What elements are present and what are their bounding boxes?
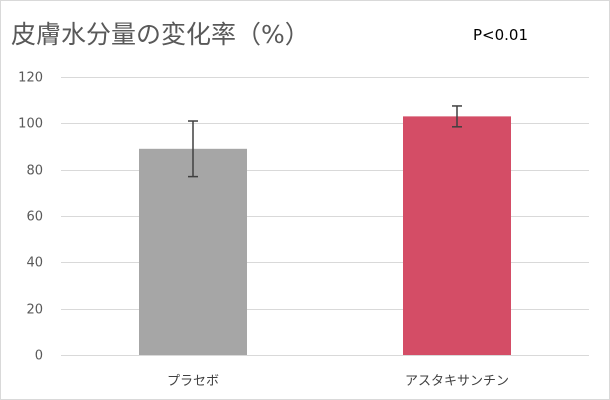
y-tick-label: 0 [35,349,43,364]
y-axis-ticks: 0 20 40 60 80 100 120 [18,71,43,364]
y-tick-label: 60 [26,210,43,225]
p-value-annotation: P<0.01 [473,26,528,44]
error-bar-2 [452,105,462,128]
bar-2 [403,116,511,355]
y-tick-label: 100 [18,117,43,132]
error-bars [188,105,462,178]
x-category-label: プラセボ [167,374,219,389]
y-tick-label: 40 [26,256,43,271]
y-tick-label: 20 [26,303,43,318]
chart-title: 皮膚水分量の変化率（%） [11,20,310,49]
y-tick-label: 120 [18,71,43,86]
x-axis-categories: プラセボ アスタキサンチン [167,374,509,389]
y-tick-label: 80 [26,164,43,179]
bar-1 [139,148,247,355]
bars [139,116,511,355]
error-bar-1 [188,120,198,178]
x-category-label: アスタキサンチン [405,374,509,389]
